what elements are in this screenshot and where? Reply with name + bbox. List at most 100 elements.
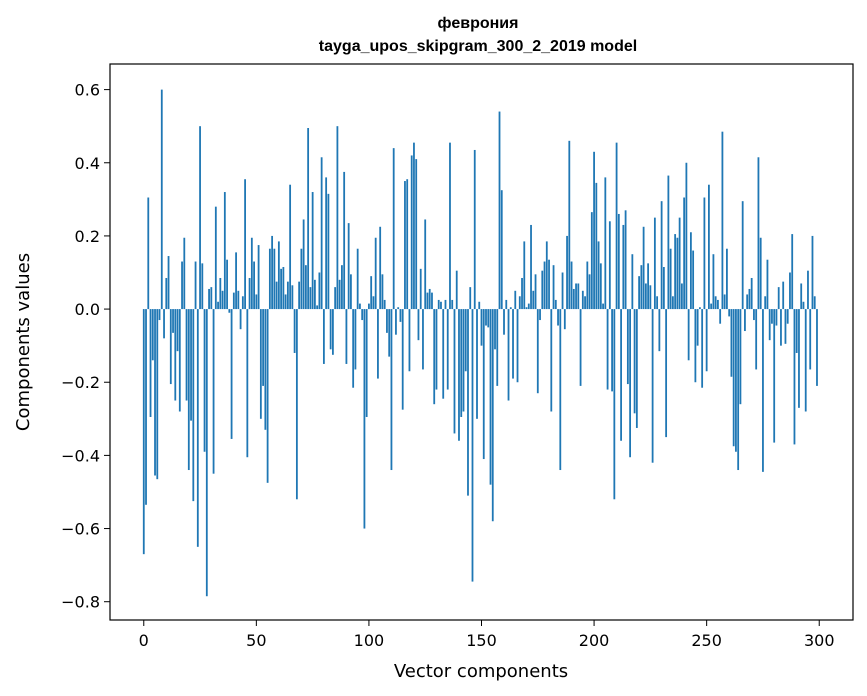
bar (248, 277, 251, 310)
bar (300, 248, 303, 310)
bar (410, 155, 413, 310)
bar (624, 210, 627, 310)
bar (505, 299, 508, 310)
bar (165, 277, 168, 310)
bar (721, 131, 724, 310)
bar (467, 309, 469, 496)
bar (545, 241, 548, 310)
bar (437, 299, 440, 310)
bar (656, 296, 659, 310)
bar (809, 309, 812, 370)
bar (683, 197, 686, 310)
y-tick-label: −0.2 (61, 373, 100, 392)
bar (653, 217, 656, 310)
bar (401, 309, 404, 410)
bar (699, 307, 701, 310)
y-tick-label: 0.4 (75, 154, 100, 173)
y-tick-label: −0.4 (61, 446, 100, 465)
bar (514, 290, 517, 310)
bar (597, 241, 600, 310)
bar (151, 309, 154, 361)
bar (444, 299, 447, 310)
bar (518, 296, 521, 310)
bar (494, 309, 496, 350)
bar (199, 126, 201, 310)
bar (185, 309, 188, 401)
bar (228, 309, 231, 313)
bar (244, 179, 246, 310)
bar (208, 288, 210, 310)
bar (640, 265, 643, 310)
bar (635, 309, 638, 428)
bar (530, 224, 532, 310)
bar (521, 277, 523, 310)
bar (406, 179, 409, 310)
bar (154, 309, 156, 476)
bar (777, 287, 780, 310)
bar (795, 309, 798, 353)
bar (595, 182, 598, 310)
bar (239, 309, 242, 330)
bar (453, 309, 456, 434)
bar (602, 303, 604, 310)
bar (365, 309, 368, 417)
bar (669, 248, 672, 310)
bar (617, 213, 620, 310)
y-axis-label: Components values (13, 253, 34, 431)
bar (433, 309, 436, 405)
bar (181, 261, 183, 310)
bar (539, 309, 541, 321)
bar (748, 288, 751, 310)
bar (746, 294, 749, 310)
bar (708, 184, 710, 310)
bar (476, 309, 478, 419)
bar (563, 309, 566, 330)
x-tick-label: 0 (139, 631, 149, 650)
bar (210, 287, 213, 310)
bar (361, 309, 364, 321)
bar (383, 299, 386, 310)
bar (359, 303, 361, 310)
bar (687, 309, 690, 361)
bar (212, 309, 215, 474)
bar (532, 290, 535, 310)
bar (491, 309, 494, 522)
bar (255, 294, 258, 310)
bar (813, 296, 816, 310)
bar (426, 292, 429, 310)
bar (552, 265, 555, 310)
bar (332, 309, 334, 355)
bar (638, 276, 641, 310)
bar (440, 301, 442, 310)
bar (379, 226, 382, 310)
bar (507, 309, 510, 401)
bar (793, 309, 796, 445)
bar (676, 237, 679, 310)
x-tick-label: 250 (691, 631, 722, 650)
bar (284, 294, 287, 310)
bar (572, 288, 575, 310)
bar (286, 281, 289, 310)
bar (671, 296, 674, 310)
bar (334, 287, 337, 310)
bar (142, 309, 145, 555)
bar (622, 224, 625, 310)
bar (620, 309, 622, 441)
bar (780, 309, 782, 346)
bar (701, 309, 704, 388)
bar (435, 309, 438, 390)
bar (264, 309, 267, 430)
bar (764, 296, 767, 310)
bar (196, 309, 199, 547)
bar (442, 309, 445, 399)
bar (449, 142, 451, 310)
bar (329, 309, 332, 350)
bar (259, 309, 262, 419)
bar (757, 157, 760, 310)
bar (187, 309, 190, 471)
bar (460, 309, 463, 417)
bar (500, 190, 503, 310)
bar (753, 309, 755, 321)
bar (536, 309, 539, 394)
bar (575, 283, 577, 310)
